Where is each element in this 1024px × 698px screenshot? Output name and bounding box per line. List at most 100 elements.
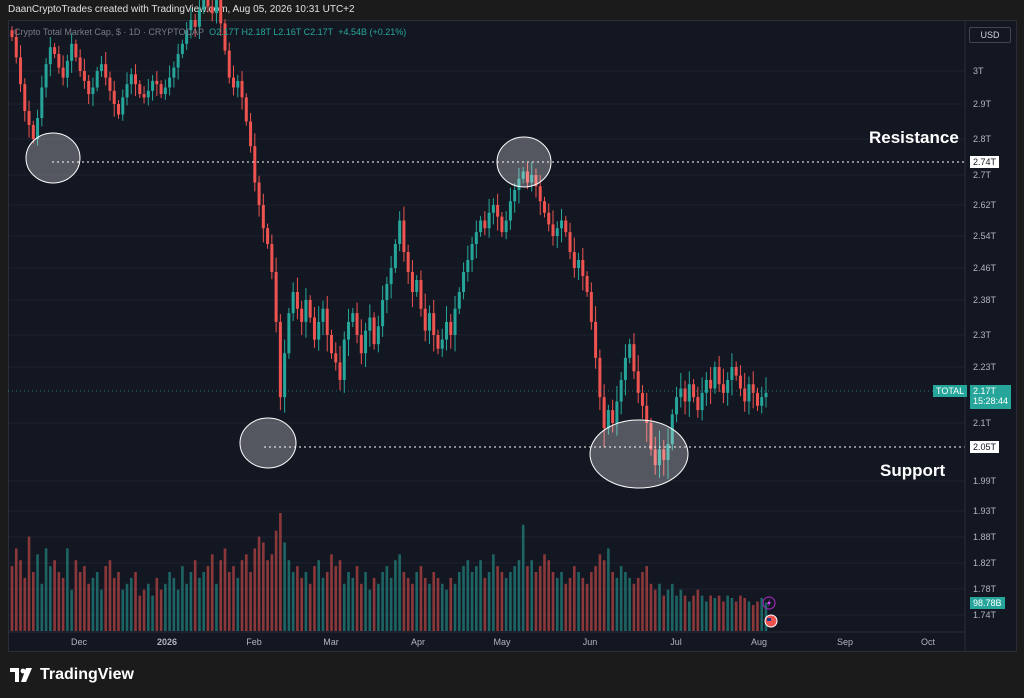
volume-bar (36, 554, 39, 631)
candle-body (542, 201, 546, 213)
y-tick-label: 2.9T (973, 99, 992, 109)
candle-body (453, 308, 457, 335)
volume-bar (423, 577, 427, 631)
candle-body (334, 353, 338, 363)
candle-body (602, 397, 606, 429)
volume-bar (244, 554, 248, 631)
candle-body (317, 321, 321, 340)
volume-bar (14, 548, 18, 631)
brand-name: TradingView (40, 666, 134, 683)
candle-body (721, 384, 725, 393)
volume-bar (274, 530, 278, 631)
chart-panel[interactable] (8, 20, 1017, 652)
candle-body (159, 84, 163, 95)
candle-body (116, 104, 120, 115)
chart-legend: Crypto Total Market Cap, $ · 1D · CRYPTO… (14, 27, 406, 37)
candle-body (163, 87, 167, 95)
volume-bar (590, 572, 593, 631)
volume-bar (270, 554, 274, 631)
candle-body (261, 205, 265, 229)
volume-bar (394, 560, 397, 631)
volume-bar (257, 536, 261, 631)
candle-body (479, 220, 483, 233)
volume-bar (87, 583, 90, 631)
candle-body (48, 47, 52, 65)
candle-body (700, 392, 704, 411)
volume-bar (296, 566, 299, 631)
candle-body (572, 252, 576, 268)
candle-body (564, 220, 568, 233)
candle-body (632, 344, 636, 372)
volume-bar (551, 572, 555, 631)
volume-bar (764, 602, 768, 631)
candle-body (189, 20, 193, 31)
candle-body (274, 272, 278, 322)
tradingview-logo[interactable]: TradingView (10, 666, 134, 684)
y-tick-label: 2.54T (973, 231, 997, 241)
volume-bar (432, 572, 436, 631)
candle-body (547, 212, 551, 225)
volume-bar (453, 583, 457, 631)
volume-bar (696, 589, 700, 631)
currency-button[interactable]: USD (969, 27, 1011, 43)
candle-body (611, 410, 615, 423)
candle-body (125, 84, 129, 98)
candle-body (342, 339, 346, 380)
volume-bar (66, 548, 69, 631)
candle-body (410, 272, 414, 292)
volume-bar (496, 566, 499, 631)
candle-body (427, 313, 431, 331)
y-tick-label: 2.7T (973, 170, 992, 180)
candle-body (662, 449, 666, 460)
volume-bar (202, 572, 205, 631)
candle-body (389, 268, 393, 284)
candle-body (236, 80, 240, 88)
volume-bar (227, 572, 231, 631)
volume-bar (189, 572, 193, 631)
candle-body (658, 449, 662, 466)
volume-bar (747, 601, 751, 631)
volume-bar (147, 583, 150, 631)
candle-body (321, 308, 325, 322)
candle-body (95, 71, 99, 88)
candle-body (445, 321, 449, 340)
candle-body (760, 397, 764, 406)
candle-body (636, 371, 640, 393)
footer: TradingView (0, 652, 1024, 698)
volume-bar (675, 595, 678, 631)
candle-body (513, 190, 517, 202)
highlight-circle-resistance-right (496, 136, 552, 188)
volume-bar (406, 577, 410, 631)
candle-body (19, 57, 23, 85)
volume-bar (325, 572, 329, 631)
candle-body (134, 74, 138, 85)
symbol-tag: TOTAL (933, 385, 968, 397)
volume-bar (134, 572, 137, 631)
lightning-icon (762, 596, 776, 610)
candle-body (470, 244, 474, 260)
volume-bar (611, 572, 614, 631)
candle-body (393, 244, 397, 268)
volume-bar (108, 560, 112, 631)
volume-bar (385, 566, 389, 631)
volume-bar (27, 536, 31, 631)
candle-body (653, 449, 657, 466)
candle-body (295, 292, 299, 309)
volume-bar (670, 583, 674, 631)
volume-bar (61, 577, 65, 631)
volume-bar (206, 566, 210, 631)
y-tick-label: 1.78T (973, 584, 997, 594)
volume-bar (415, 572, 418, 631)
candle-body (57, 54, 61, 68)
candle-body (606, 410, 610, 429)
y-tick-label: 1.88T (973, 532, 997, 542)
candle-body (398, 220, 402, 244)
volume-bar (95, 572, 99, 631)
volume-bar (223, 548, 227, 631)
x-tick-label: Feb (246, 637, 262, 647)
x-tick-label: Jul (670, 637, 682, 647)
candle-body (347, 321, 351, 340)
candle-body (227, 50, 231, 78)
last-price-tag: 2.17T 15:28:44 (970, 385, 1012, 409)
